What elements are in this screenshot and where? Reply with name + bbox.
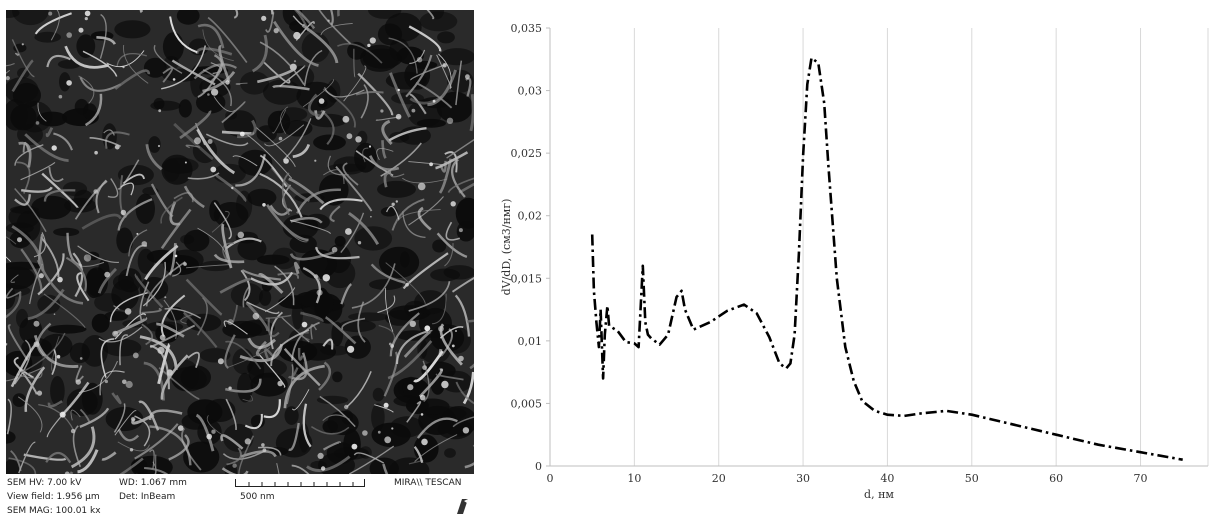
y-tick-label: 0,005 xyxy=(511,397,543,410)
x-axis-title: d, нм xyxy=(864,488,894,501)
sem-magnification: SEM MAG: 100.01 kx xyxy=(7,506,101,516)
y-tick-label: 0,01 xyxy=(518,335,543,348)
sem-wd: WD: 1.067 mm xyxy=(119,478,187,488)
chart-grid xyxy=(633,28,1209,466)
scale-bar-ticks xyxy=(248,482,354,486)
y-tick-label: 0,015 xyxy=(511,272,543,285)
x-tick-label: 60 xyxy=(1049,472,1063,485)
x-tick-label: 20 xyxy=(712,472,726,485)
tescan-logo-icon xyxy=(457,499,468,514)
sem-view-field: View field: 1.956 µm xyxy=(7,492,100,502)
chart-axes xyxy=(546,27,1208,467)
sem-data-bar: SEM HV: 7.00 kV WD: 1.067 mm MIRA\\ TESC… xyxy=(6,476,474,517)
x-tick-label: 70 xyxy=(1134,472,1148,485)
x-tick-label: 50 xyxy=(965,472,979,485)
y-tick-label: 0,02 xyxy=(518,210,543,223)
sem-micrograph-image xyxy=(6,10,474,474)
chart-canvas: 0 0,005 0,01 0,015 0,02 0,025 0,03 0,035 0 10 20 3… xyxy=(500,22,1209,501)
sem-micrograph-panel: SEM HV: 7.00 kV WD: 1.067 mm MIRA\\ TESC… xyxy=(6,10,474,517)
y-tick-label: 0 xyxy=(535,460,542,473)
y-tick-label: 0,03 xyxy=(518,85,543,98)
scale-bar-label: 500 nm xyxy=(240,492,275,502)
pore-size-distribution-chart: 0 0,005 0,01 0,015 0,02 0,025 0,03 0,035 0 10 20 3… xyxy=(490,10,1221,517)
y-tick-label: 0,025 xyxy=(511,147,543,160)
y-tick-labels: 0 0,005 0,01 0,015 0,02 0,025 0,03 0,035 xyxy=(511,22,543,473)
sem-detector: Det: InBeam xyxy=(119,492,176,502)
x-tick-label: 40 xyxy=(880,472,894,485)
scale-bar xyxy=(235,479,365,487)
sem-texture xyxy=(6,10,474,474)
x-tick-label: 10 xyxy=(627,472,641,485)
x-tick-label: 0 xyxy=(547,472,554,485)
series-line-dash-dot xyxy=(590,56,1183,461)
y-axis-title: dV/dD, (см3/нмг) xyxy=(500,199,513,296)
x-tick-label: 30 xyxy=(796,472,810,485)
x-tick-labels: 0 10 20 30 40 50 60 70 xyxy=(547,472,1148,485)
y-tick-label: 0,035 xyxy=(511,22,543,35)
sem-brand: MIRA\\ TESCAN xyxy=(394,478,462,488)
sem-hv: SEM HV: 7.00 kV xyxy=(7,478,82,488)
